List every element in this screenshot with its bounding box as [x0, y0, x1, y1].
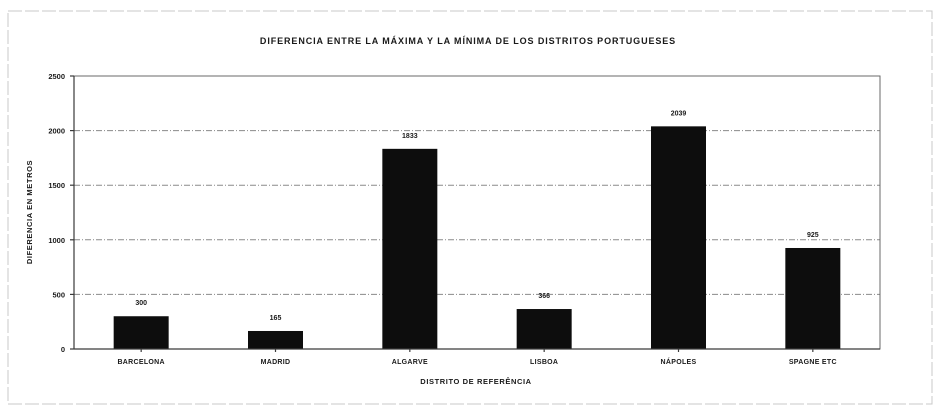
- y-tick-label: 2000: [48, 127, 65, 136]
- x-tick-label: NÁPOLES: [661, 357, 697, 366]
- y-axis-ticks: 0 500 1000 1500 2000 2500: [48, 72, 74, 354]
- x-tick-label: MADRID: [261, 359, 291, 366]
- data-label: 2039: [671, 110, 687, 117]
- chart-frame: [7, 10, 933, 405]
- y-axis-title: DIFERENCIA EN METROS: [25, 160, 34, 264]
- data-label: 1833: [402, 133, 418, 140]
- y-tick-label: 500: [52, 290, 65, 299]
- bar: [248, 330, 303, 349]
- x-tick-label: SPAGNE ETC: [789, 359, 837, 366]
- axes: [73, 76, 880, 350]
- x-axis-title: DISTRITO DE REFERÊNCIA: [420, 377, 531, 386]
- x-tick-label: ALGARVE: [392, 359, 428, 366]
- x-tick-label: LISBOA: [530, 359, 558, 366]
- y-tick-label: 1000: [48, 236, 65, 245]
- y-tick-label: 0: [61, 345, 65, 354]
- data-labels: 300 165 1833 366 2039 925: [135, 110, 818, 322]
- bar: [516, 309, 572, 349]
- bar: [382, 148, 438, 349]
- data-label: 300: [135, 300, 147, 307]
- chart-title: DIFERENCIA ENTRE LA MÁXIMA Y LA MÍNIMA D…: [260, 36, 676, 46]
- data-label: 925: [807, 232, 819, 239]
- y-tick-label: 1500: [48, 181, 65, 190]
- x-tick-label: BARCELONA: [117, 359, 164, 366]
- bar: [785, 247, 841, 349]
- y-tick-label: 2500: [48, 72, 65, 81]
- data-label: 366: [538, 293, 550, 300]
- gridlines: [74, 130, 880, 295]
- x-axis-categories: BARCELONA MADRID ALGARVE LISBOA NÁPOLES SPAGN…: [117, 349, 837, 366]
- bars: [113, 126, 841, 349]
- data-label: 165: [270, 315, 282, 322]
- plot-area: [73, 75, 881, 350]
- bar: [651, 126, 706, 349]
- bar: [113, 316, 169, 349]
